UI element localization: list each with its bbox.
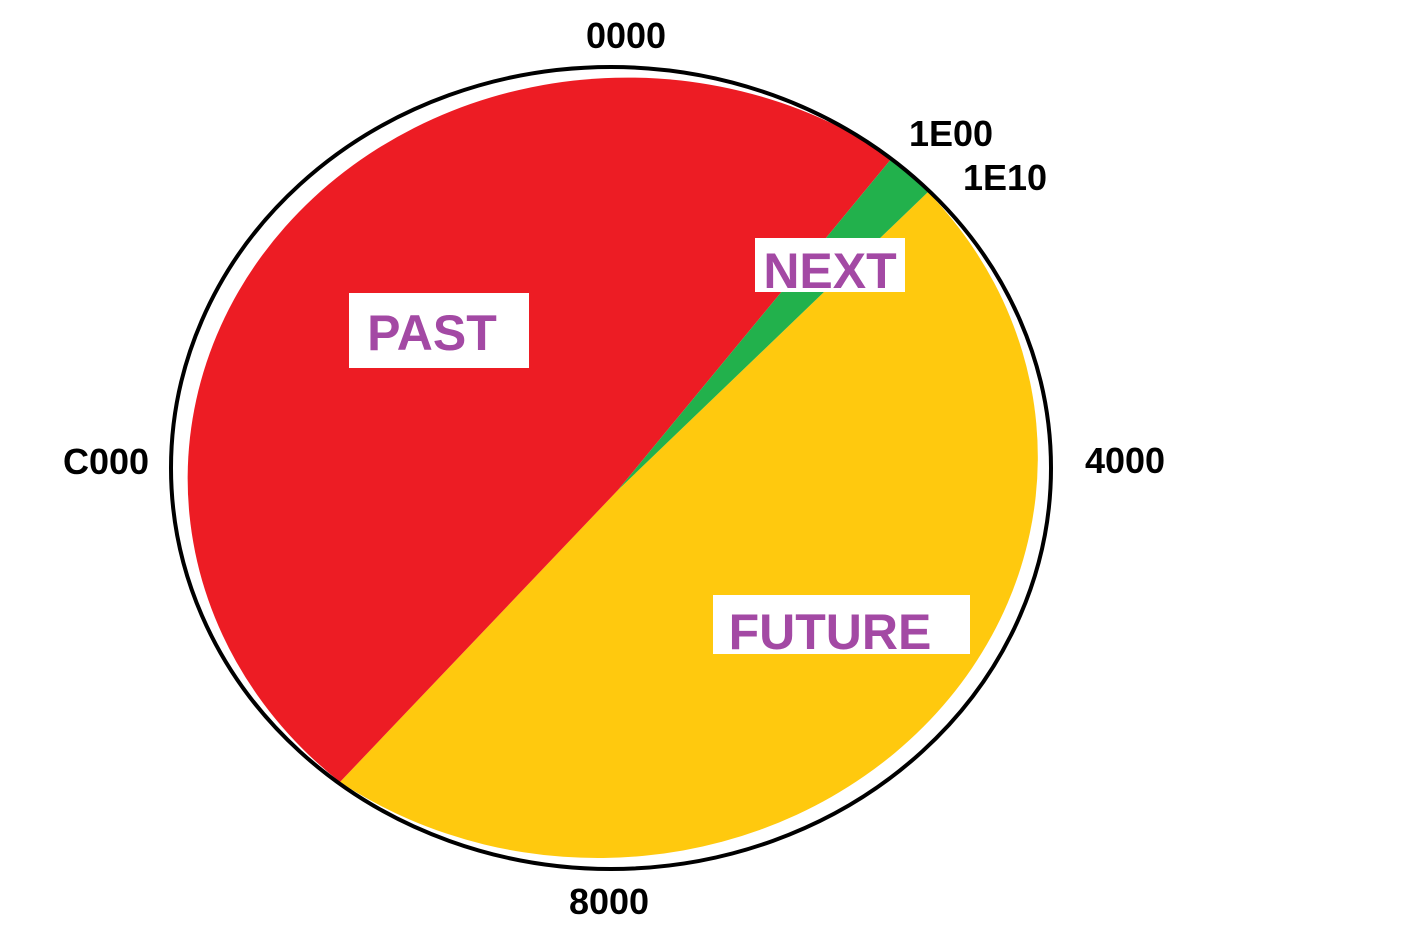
circle-outline (169, 65, 1053, 871)
tick-label-top: 0000 (586, 15, 666, 56)
future-sector (340, 192, 1038, 859)
past-label-text: PAST (367, 305, 497, 361)
future-label-text: FUTURE (729, 604, 932, 660)
next-label: NEXT (755, 238, 905, 299)
past-sector (187, 77, 893, 783)
future-label: FUTURE (713, 595, 970, 660)
past-label: PAST (349, 293, 529, 368)
tick-label-bottom: 8000 (569, 881, 649, 922)
tick-label-left: C000 (63, 441, 149, 482)
tick-label-right: 4000 (1085, 440, 1165, 481)
tick-label-next-end: 1E10 (963, 157, 1047, 198)
tick-label-next-start: 1E00 (909, 113, 993, 154)
next-label-text: NEXT (763, 243, 896, 299)
